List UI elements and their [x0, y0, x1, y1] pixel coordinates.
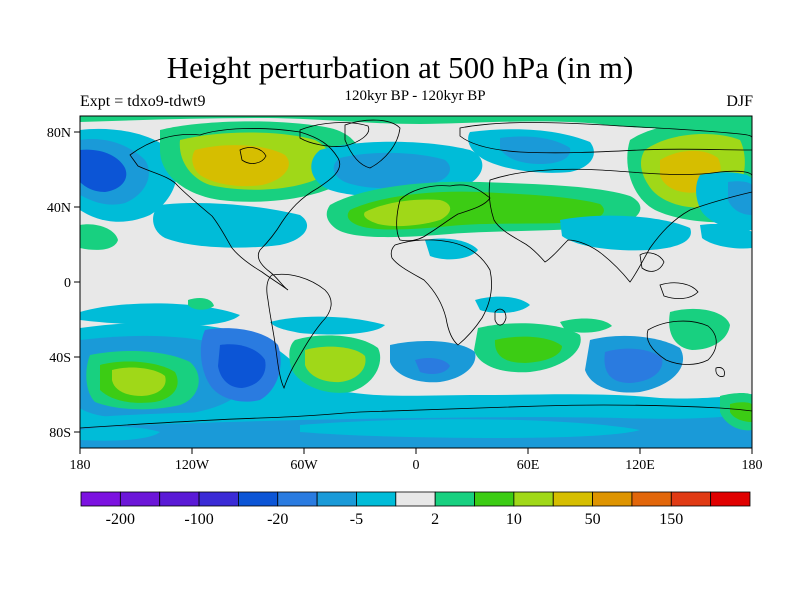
lon-tick-180w: 180	[70, 458, 91, 473]
colorbar-box	[631, 491, 672, 507]
colorbar-label: -200	[106, 511, 135, 528]
lat-tick-40s: 40S	[49, 351, 71, 366]
coastlines	[80, 119, 752, 429]
map-title: Height perturbation at 500 hPa (in m)	[166, 50, 634, 85]
colorbar-label: -100	[184, 511, 213, 528]
colorbar-box	[80, 491, 121, 507]
colorbar-label: -5	[350, 511, 363, 528]
colorbar-box	[395, 491, 436, 507]
lon-tick-180e: 180	[742, 458, 763, 473]
colorbar	[80, 491, 751, 507]
colorbar-box	[552, 491, 593, 507]
lon-tick-marks	[79, 448, 753, 454]
season-label: DJF	[726, 93, 753, 110]
colorbar-box	[119, 491, 161, 507]
colorbar-box	[238, 491, 279, 507]
lat-tick-0: 0	[64, 276, 71, 291]
colorbar-box	[198, 491, 239, 507]
lat-tick-marks	[74, 131, 80, 433]
lon-tick-120e: 120E	[625, 458, 655, 473]
lat-tick-80s: 80S	[49, 426, 71, 441]
lon-tick-60w: 60W	[290, 458, 318, 473]
colorbar-label: 150	[659, 511, 683, 528]
colorbar-box	[710, 491, 751, 507]
colorbar-box	[513, 491, 554, 507]
colorbar-label: 10	[506, 511, 522, 528]
colorbar-label: -20	[267, 511, 288, 528]
lat-tick-80n: 80N	[47, 126, 71, 141]
colorbar-label: 50	[585, 511, 601, 528]
colorbar-label: 2	[431, 511, 439, 528]
colorbar-box	[316, 491, 357, 507]
lon-tick-0: 0	[413, 458, 420, 473]
colorbar-box	[434, 491, 475, 507]
colorbar-box	[670, 491, 712, 507]
colorbar-box	[474, 491, 515, 507]
period-label: 120kyr BP - 120kyr BP	[344, 88, 486, 104]
lon-tick-60e: 60E	[517, 458, 540, 473]
colorbar-box	[159, 491, 200, 507]
colorbar-box	[592, 491, 633, 507]
colorbar-labels: -200 -100 -20 -5 2 10 50 150	[106, 511, 684, 528]
lat-tick-40n: 40N	[47, 201, 71, 216]
lon-tick-120w: 120W	[175, 458, 210, 473]
experiment-label: Expt = tdxo9-tdwt9	[80, 93, 206, 110]
colorbar-box	[277, 491, 318, 507]
colorbar-box	[356, 491, 397, 507]
contour-fills	[80, 116, 752, 448]
